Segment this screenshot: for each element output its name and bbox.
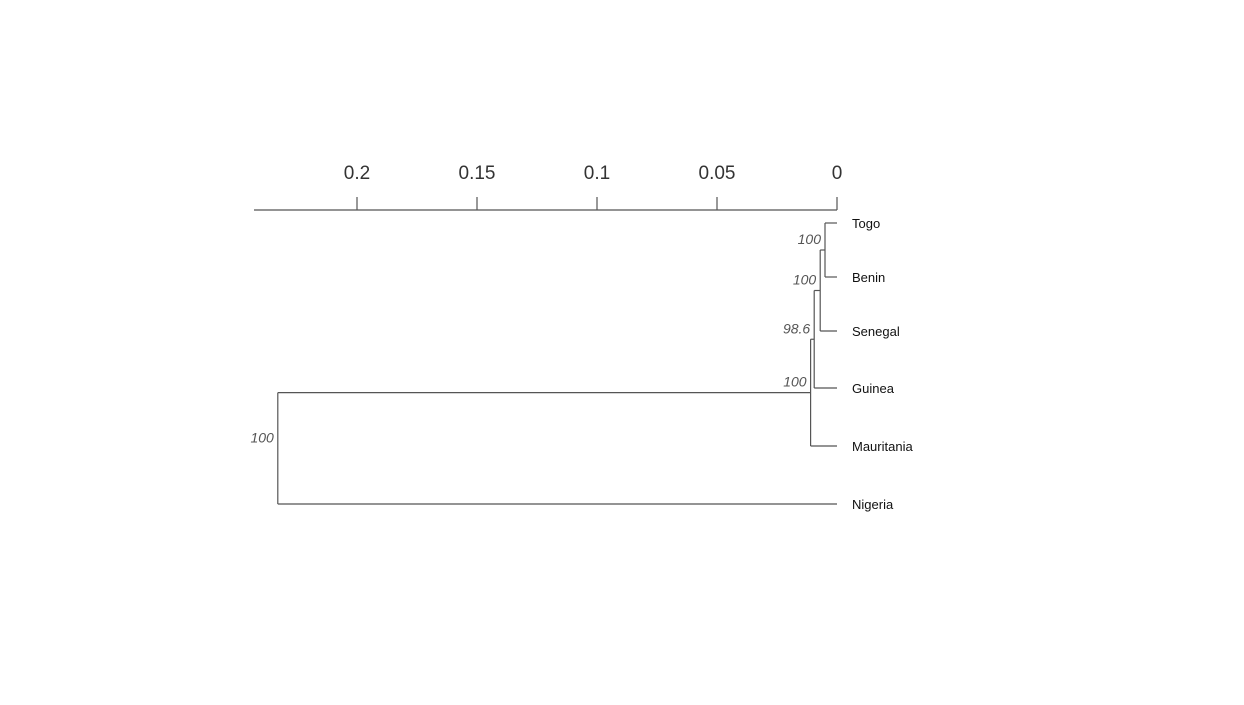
distance-axis: 0.2 0.15 0.1 0.05 0 xyxy=(254,163,843,211)
leaf-label-benin: Benin xyxy=(852,270,885,285)
leaf-label-mauritania: Mauritania xyxy=(852,439,913,454)
leaf-labels: Togo Benin Senegal Guinea Mauritania Nigeria xyxy=(852,216,913,512)
axis-tick-label: 0.15 xyxy=(459,163,496,184)
axis-tick-label: 0 xyxy=(832,163,843,184)
leaf-label-togo: Togo xyxy=(852,216,880,231)
tree-branches xyxy=(277,222,837,505)
bootstrap-support-value: 100 xyxy=(250,429,274,445)
axis-tick-label: 0.1 xyxy=(584,163,610,184)
bootstrap-support-value: 100 xyxy=(798,231,822,247)
leaf-label-nigeria: Nigeria xyxy=(852,497,894,512)
leaf-label-senegal: Senegal xyxy=(852,324,900,339)
bootstrap-support-value: 100 xyxy=(793,272,817,288)
axis-tick-label: 0.2 xyxy=(344,163,370,184)
bootstrap-support-value: 98.6 xyxy=(783,320,810,336)
bootstrap-support-value: 100 xyxy=(783,374,807,390)
axis-tick-label: 0.05 xyxy=(699,163,736,184)
leaf-label-guinea: Guinea xyxy=(852,381,895,396)
bootstrap-support-labels: 100 100 98.6 100 100 xyxy=(250,231,821,445)
